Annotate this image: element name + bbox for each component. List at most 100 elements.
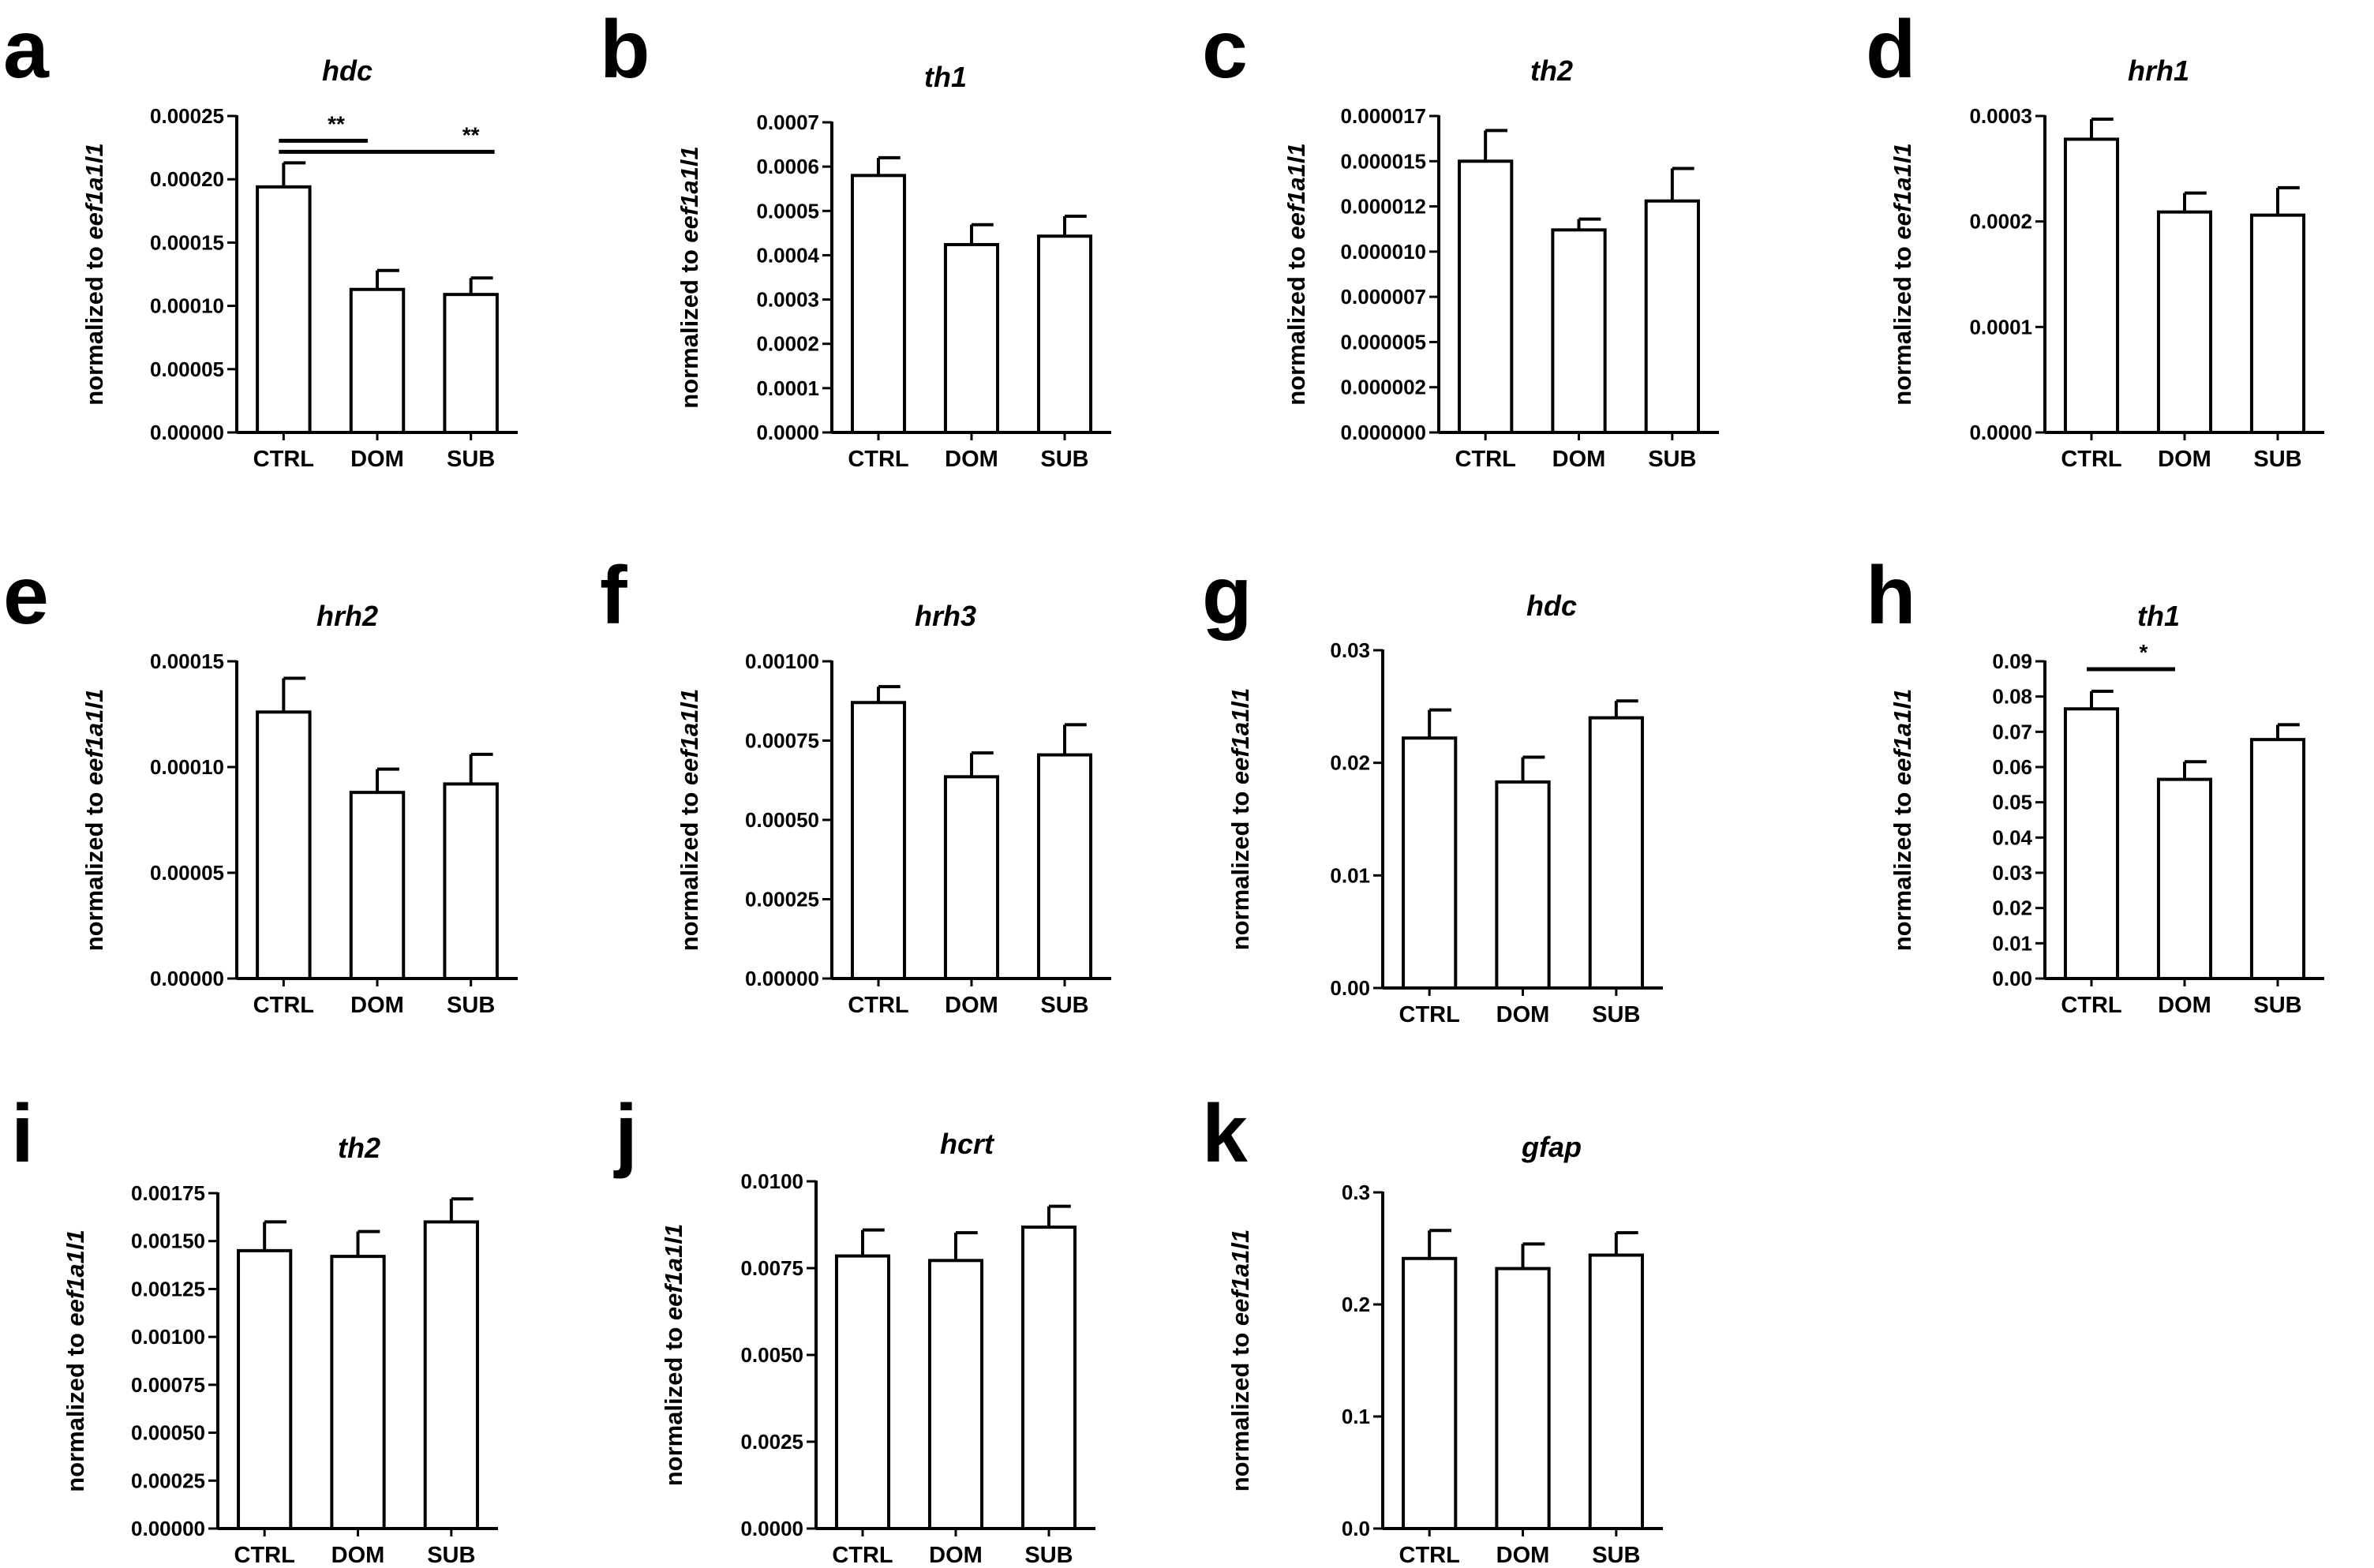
bar-sub — [2249, 738, 2306, 980]
bar-dom — [927, 1259, 984, 1530]
panel-letter: j — [613, 1088, 638, 1180]
bar-ctrl — [850, 174, 907, 434]
y-axis-label-gene: eef1a1l1 — [1226, 688, 1254, 784]
y-tick-label: 0.0003 — [1969, 104, 2032, 128]
bar-dom — [1495, 780, 1551, 990]
panel-letter: e — [3, 550, 49, 642]
x-tick-label: CTRL — [253, 447, 314, 472]
gene-title: hrh2 — [316, 600, 378, 632]
panel-letter: k — [1202, 1088, 1248, 1180]
x-tick-label: SUB — [447, 447, 495, 472]
x-tick-label: DOM — [350, 993, 404, 1018]
y-tick-label: 0.000012 — [1341, 195, 1426, 219]
y-tick-label: 0.03 — [1992, 861, 2032, 885]
x-tick-label: CTRL — [1455, 447, 1516, 472]
y-tick-label: 0.0075 — [740, 1256, 803, 1280]
y-tick-label: 0.0006 — [756, 155, 819, 178]
chart-panel-k: k gfap normalized to eef1a1l1 0.0 0.1 0.2 0.3 C… — [1202, 1088, 1663, 1568]
y-tick-label: 0.05 — [1992, 791, 2032, 814]
y-axis-label-gene: eef1a1l1 — [660, 1224, 687, 1320]
bar-dom — [349, 287, 406, 434]
y-tick-label: 0.0050 — [740, 1343, 803, 1367]
x-tick-label: CTRL — [832, 1543, 893, 1568]
y-tick-label: 0.0001 — [1969, 315, 2032, 339]
y-tick-label: 0.0001 — [756, 376, 819, 400]
y-tick-label: 0.0000 — [1969, 421, 2032, 444]
y-tick-label: 0.0002 — [1969, 210, 2032, 234]
y-tick-label: 0.000015 — [1341, 149, 1426, 173]
y-axis-label-gene: eef1a1l1 — [81, 143, 108, 239]
x-tick-label: CTRL — [2061, 447, 2121, 472]
y-tick-label: 0.00015 — [150, 649, 224, 673]
x-tick-label: SUB — [447, 993, 495, 1018]
bar-sub — [1588, 716, 1644, 990]
y-tick-label: 0.01 — [1330, 863, 1370, 887]
x-tick-label: SUB — [2253, 993, 2301, 1018]
y-tick-label: 0.0003 — [756, 288, 819, 312]
y-axis-label: normalized to eef1a1l1 — [81, 143, 108, 406]
y-axis-label: normalized to eef1a1l1 — [1282, 143, 1310, 406]
y-tick-label: 0.00100 — [131, 1325, 205, 1349]
gene-title: hrh1 — [2128, 54, 2189, 87]
chart-panel-e: e hrh2 normalized to eef1a1l1 0.00000 0.0000… — [3, 550, 518, 1018]
x-tick-label: SUB — [1040, 447, 1088, 472]
y-tick-label: 0.00005 — [150, 861, 224, 885]
y-axis-label: normalized to eef1a1l1 — [676, 689, 703, 952]
y-tick-label: 0.00020 — [150, 167, 224, 191]
y-tick-label: 0.00015 — [150, 230, 224, 254]
significance-label: ** — [328, 111, 345, 136]
y-axis-label: normalized to eef1a1l1 — [676, 146, 703, 409]
x-tick-label: CTRL — [234, 1543, 295, 1568]
gene-title: hdc — [322, 54, 373, 87]
bar-sub — [1036, 753, 1093, 981]
y-tick-label: 0.0002 — [756, 332, 819, 356]
y-axis-label-gene: eef1a1l1 — [676, 146, 703, 242]
y-tick-label: 0.000017 — [1341, 104, 1426, 128]
y-tick-label: 0.0000 — [740, 1517, 803, 1540]
y-tick-label: 0.02 — [1330, 751, 1370, 775]
bar-dom — [2156, 777, 2213, 981]
y-tick-label: 0.00050 — [745, 808, 819, 832]
y-tick-label: 0.000002 — [1341, 376, 1426, 399]
y-tick-label: 0.000000 — [1341, 421, 1426, 444]
y-axis-label-prefix: normalized to — [1226, 784, 1254, 950]
x-tick-label: DOM — [331, 1543, 385, 1568]
y-tick-label: 0.00000 — [150, 421, 224, 444]
panel-letter: g — [1202, 550, 1253, 642]
y-tick-label: 0.00 — [1992, 967, 2032, 990]
y-tick-label: 0.01 — [1992, 931, 2032, 955]
chart-panel-i: i th2 normalized to eef1a1l1 0.00000 0.00025… — [11, 1088, 498, 1568]
bar-sub — [1588, 1253, 1644, 1531]
x-tick-label: SUB — [427, 1543, 475, 1568]
y-tick-label: 0.0000 — [756, 421, 819, 444]
x-tick-label: CTRL — [253, 993, 314, 1018]
y-tick-label: 0.00100 — [745, 649, 819, 673]
x-tick-label: DOM — [1496, 1002, 1550, 1027]
panel-letter: c — [1202, 4, 1248, 95]
y-tick-label: 0.00000 — [745, 967, 819, 990]
y-tick-label: 0.03 — [1330, 638, 1370, 662]
y-axis-label-gene: eef1a1l1 — [81, 689, 108, 785]
bar-sub — [1644, 199, 1700, 434]
y-axis-label-prefix: normalized to — [1889, 785, 1916, 951]
y-tick-label: 0.1 — [1342, 1405, 1370, 1428]
bar-sub — [443, 782, 499, 980]
gene-title: hdc — [1526, 589, 1577, 622]
chart-panel-b: b th1 normalized to eef1a1l1 0.0000 0.0001 0.… — [600, 4, 1111, 472]
y-tick-label: 0.0007 — [756, 110, 819, 134]
bar-ctrl — [256, 710, 312, 980]
y-axis-label: normalized to eef1a1l1 — [81, 689, 108, 952]
y-axis-label-prefix: normalized to — [81, 785, 108, 951]
gene-title: gfap — [1521, 1131, 1582, 1163]
panel-letter: d — [1866, 4, 1916, 95]
y-axis-label-gene: eef1a1l1 — [1226, 1229, 1254, 1326]
y-axis-label-prefix: normalized to — [1226, 1326, 1254, 1491]
x-tick-label: CTRL — [1399, 1002, 1460, 1027]
y-axis-label-prefix: normalized to — [676, 785, 703, 951]
bar-ctrl — [1458, 159, 1514, 435]
gene-title: hcrt — [940, 1128, 995, 1160]
x-tick-label: CTRL — [1399, 1543, 1460, 1568]
x-tick-label: SUB — [2253, 447, 2301, 472]
x-tick-label: SUB — [1648, 447, 1696, 472]
